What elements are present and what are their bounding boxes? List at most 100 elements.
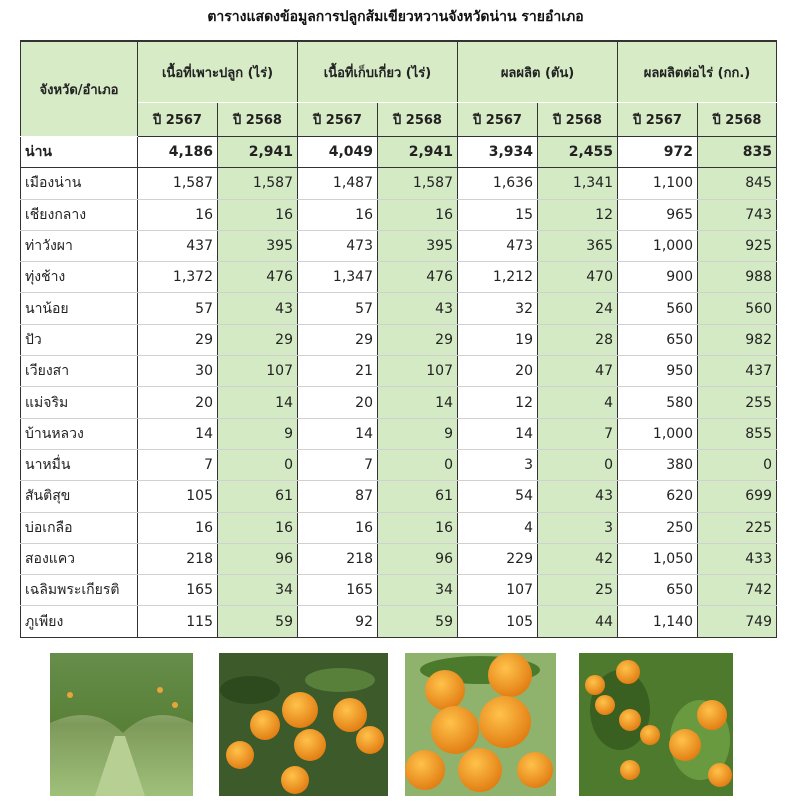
district-row: เมืองน่าน 1,587 1,587 1,487 1,587 1,636 1,341 1…	[20, 167, 777, 200]
value-cell: 1,347	[297, 261, 378, 294]
value-cell: 218	[137, 543, 218, 576]
value-cell: 14	[377, 386, 458, 419]
value-cell: 16	[217, 512, 298, 544]
value-cell: 43	[537, 480, 618, 513]
value-cell: 476	[377, 261, 458, 294]
value-cell: 54	[457, 480, 538, 513]
value-cell: 20	[137, 386, 218, 419]
district-row: ทุ่งช้าง 1,372 476 1,347 476 1,212 470 900 988	[20, 261, 777, 294]
value-cell: 30	[137, 355, 218, 388]
value-cell: 87	[297, 480, 378, 513]
value-cell: 20	[297, 386, 378, 419]
photo-tangerine-tree	[579, 653, 733, 796]
district-row: ภูเพียง 115 59 92 59 105 44 1,140 749	[20, 605, 777, 638]
value-cell: 165	[137, 574, 218, 607]
district-name: เชียงกลาง	[20, 199, 138, 231]
district-name: นาน้อย	[20, 292, 138, 325]
column-group-header: ผลผลิต (ตัน)	[457, 40, 618, 103]
value-cell: 7	[137, 449, 218, 482]
value-cell: 107	[377, 355, 458, 388]
value-cell: 1,140	[617, 605, 698, 638]
value-cell: 34	[377, 574, 458, 607]
value-cell: 0	[217, 449, 298, 482]
district-row: เวียงสา 30 107 21 107 20 47 950 437	[20, 355, 777, 388]
district-row: นาน้อย 57 43 57 43 32 24 560 560	[20, 292, 777, 325]
value-cell: 14	[297, 418, 378, 450]
value-cell: 1,587	[217, 167, 298, 200]
column-group-header: ผลผลิตต่อไร่ (กก.)	[617, 40, 777, 103]
district-name: เมืองน่าน	[20, 167, 138, 200]
year-header: ปี 2567	[297, 102, 378, 137]
year-header: ปี 2568	[537, 102, 618, 137]
value-cell: 29	[297, 324, 378, 357]
value-cell: 29	[377, 324, 458, 357]
value-cell: 650	[617, 574, 698, 607]
district-row: เชียงกลาง 16 16 16 16 15 12 965 743	[20, 199, 777, 231]
value-cell: 4,186	[137, 136, 218, 169]
value-cell: 925	[697, 230, 777, 263]
value-cell: 699	[697, 480, 777, 513]
value-cell: 14	[137, 418, 218, 450]
value-cell: 982	[697, 324, 777, 357]
value-cell: 59	[377, 605, 458, 638]
value-cell: 580	[617, 386, 698, 419]
value-cell: 965	[617, 199, 698, 231]
column-group-header: เนื้อที่เพาะปลูก (ไร่)	[137, 40, 298, 103]
value-cell: 92	[297, 605, 378, 638]
value-cell: 0	[377, 449, 458, 482]
value-cell: 218	[297, 543, 378, 576]
district-name: ทุ่งช้าง	[20, 261, 138, 294]
value-cell: 9	[217, 418, 298, 450]
photo-strip	[50, 653, 733, 796]
value-cell: 476	[217, 261, 298, 294]
value-cell: 1,000	[617, 418, 698, 450]
value-cell: 4	[537, 386, 618, 419]
value-cell: 61	[217, 480, 298, 513]
value-cell: 32	[457, 292, 538, 325]
value-cell: 57	[297, 292, 378, 325]
value-cell: 437	[137, 230, 218, 263]
district-name: เวียงสา	[20, 355, 138, 388]
district-name: บ่อเกลือ	[20, 512, 138, 544]
district-row: บ่อเกลือ 16 16 16 16 4 3 250 225	[20, 512, 777, 544]
value-cell: 1,000	[617, 230, 698, 263]
value-cell: 12	[537, 199, 618, 231]
value-cell: 43	[217, 292, 298, 325]
district-row: บ้านหลวง 14 9 14 9 14 7 1,000 855	[20, 418, 777, 450]
value-cell: 19	[457, 324, 538, 357]
value-cell: 96	[377, 543, 458, 576]
value-cell: 1,372	[137, 261, 218, 294]
value-cell: 972	[617, 136, 698, 169]
value-cell: 20	[457, 355, 538, 388]
value-cell: 25	[537, 574, 618, 607]
value-cell: 470	[537, 261, 618, 294]
value-cell: 16	[297, 512, 378, 544]
value-cell: 855	[697, 418, 777, 450]
district-row: ท่าวังผา 437 395 473 395 473 365 1,000 925	[20, 230, 777, 263]
year-header: ปี 2568	[697, 102, 777, 137]
value-cell: 2,455	[537, 136, 618, 169]
value-cell: 7	[297, 449, 378, 482]
value-cell: 16	[297, 199, 378, 231]
value-cell: 105	[137, 480, 218, 513]
district-row: แม่จริม 20 14 20 14 12 4 580 255	[20, 386, 777, 419]
value-cell: 96	[217, 543, 298, 576]
value-cell: 59	[217, 605, 298, 638]
value-cell: 105	[457, 605, 538, 638]
value-cell: 1,341	[537, 167, 618, 200]
district-name: สันติสุข	[20, 480, 138, 513]
district-name: น่าน	[20, 136, 138, 169]
value-cell: 44	[537, 605, 618, 638]
value-cell: 16	[377, 512, 458, 544]
value-cell: 15	[457, 199, 538, 231]
value-cell: 12	[457, 386, 538, 419]
value-cell: 1,587	[137, 167, 218, 200]
value-cell: 16	[217, 199, 298, 231]
value-cell: 7	[537, 418, 618, 450]
value-cell: 16	[137, 512, 218, 544]
value-cell: 1,212	[457, 261, 538, 294]
value-cell: 250	[617, 512, 698, 544]
value-cell: 165	[297, 574, 378, 607]
total-row: น่าน 4,186 2,941 4,049 2,941 3,934 2,455 972 835	[20, 136, 777, 169]
value-cell: 115	[137, 605, 218, 638]
